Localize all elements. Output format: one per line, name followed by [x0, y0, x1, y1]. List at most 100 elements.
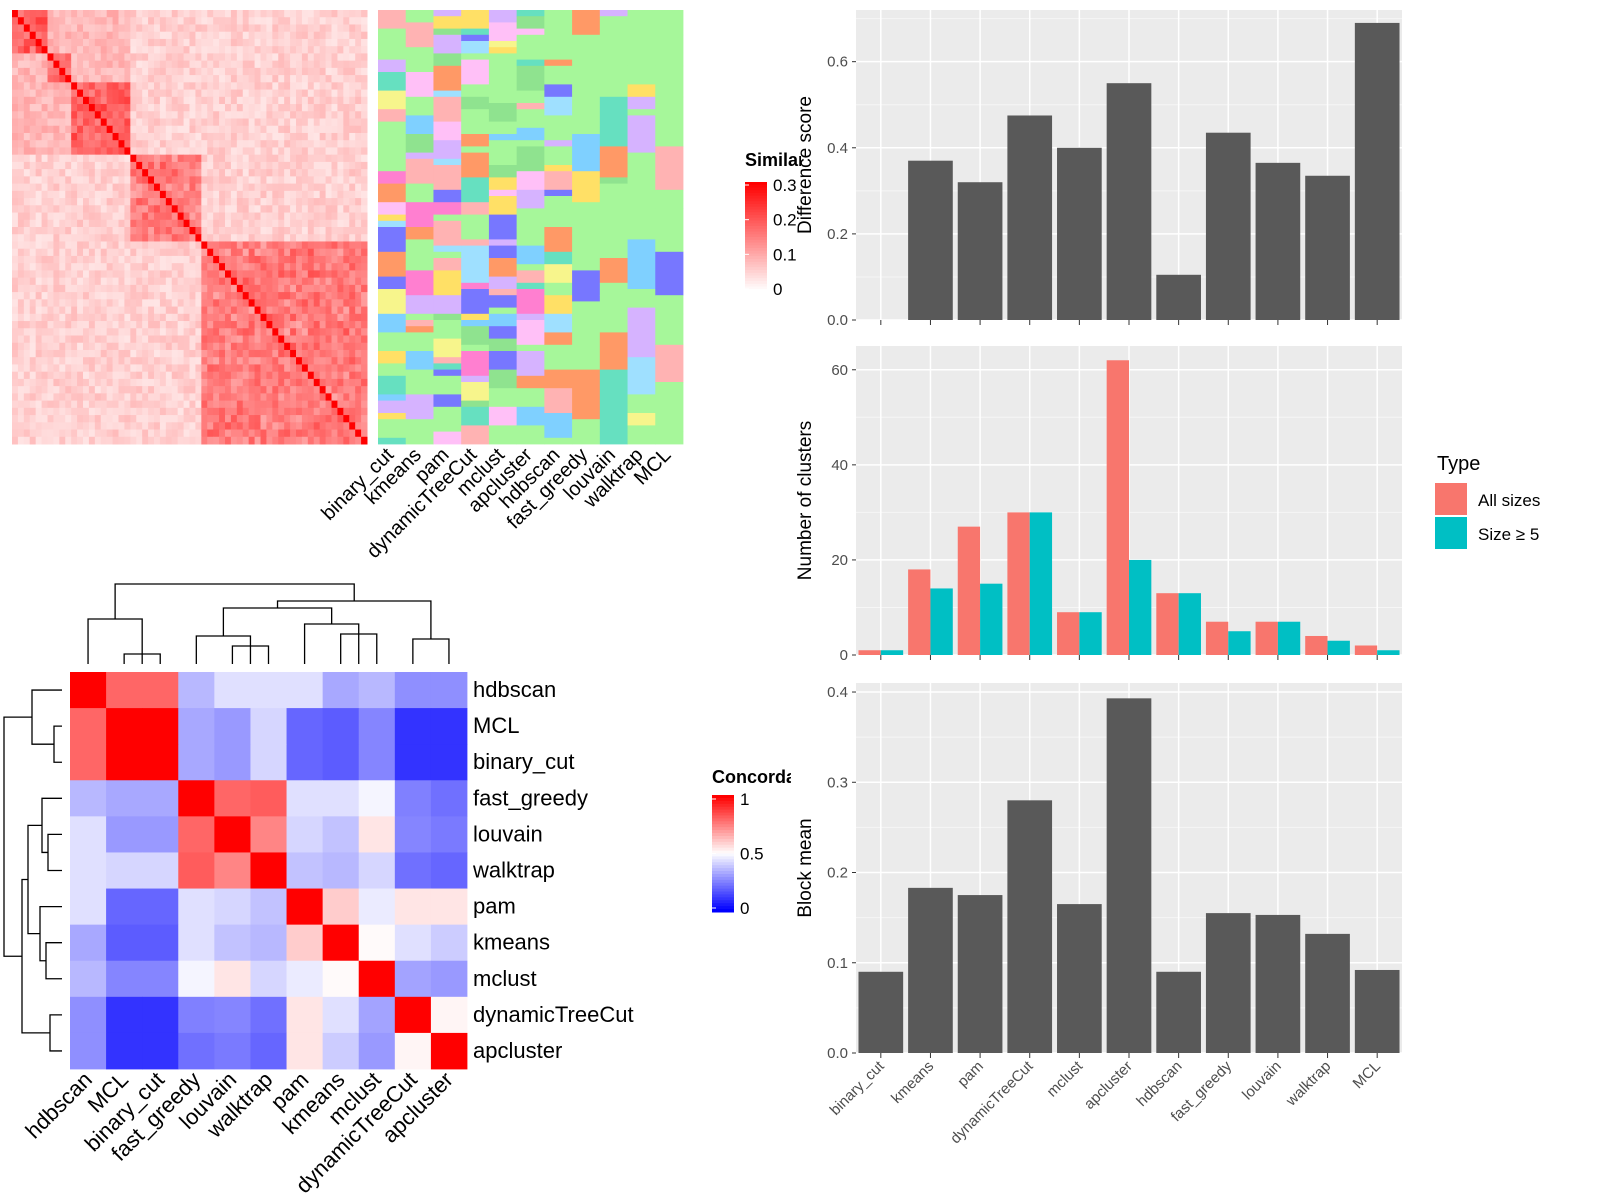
- similarity-cell: [53, 241, 60, 250]
- similarity-cell: [35, 306, 43, 315]
- similarity-cell: [296, 67, 303, 76]
- assignment-block: [544, 227, 573, 253]
- similarity-cell: [83, 270, 90, 279]
- similarity-cell: [100, 125, 108, 134]
- concordance-legend-gradient: [712, 882, 734, 887]
- similarity-cell: [242, 176, 250, 185]
- similarity-cell: [130, 132, 137, 141]
- similarity-cell: [47, 429, 54, 438]
- similarity-cell: [124, 436, 131, 445]
- similarity-cell: [65, 436, 72, 445]
- similarity-cell: [242, 219, 250, 228]
- similarity-cell: [154, 277, 161, 286]
- similarity-cell: [65, 67, 72, 76]
- similarity-cell: [106, 125, 114, 134]
- similarity-cell: [159, 176, 167, 185]
- similarity-cell: [53, 169, 60, 177]
- similarity-cell: [53, 270, 60, 279]
- similarity-cell: [148, 349, 155, 358]
- similarity-cell: [83, 255, 90, 264]
- similarity-cell: [148, 147, 155, 156]
- similarity-cell: [124, 299, 131, 308]
- similarity-cell: [12, 89, 19, 98]
- similarity-cell: [77, 263, 84, 271]
- similarity-cell: [148, 321, 155, 329]
- similarity-cell: [325, 299, 332, 308]
- similarity-cell: [106, 328, 114, 336]
- similarity-cell: [319, 378, 327, 387]
- assignment-block: [627, 239, 656, 290]
- similarity-cell: [254, 205, 261, 214]
- bar: [1007, 800, 1053, 1053]
- similarity-cell: [94, 89, 102, 98]
- assignment-block: [516, 65, 545, 91]
- similarity-cell: [337, 154, 344, 163]
- similarity-cell: [136, 176, 143, 185]
- similarity-cell: [266, 234, 273, 242]
- similarity-cell: [17, 371, 25, 380]
- similarity-cell: [88, 212, 96, 221]
- similarity-cell: [230, 147, 238, 156]
- assignment-block: [378, 400, 407, 414]
- similarity-cell: [290, 415, 297, 423]
- similarity-cell: [112, 284, 119, 293]
- similarity-cell: [171, 400, 179, 409]
- similarity-cell: [307, 371, 315, 380]
- similarity-cell: [254, 241, 261, 250]
- similarity-cell: [313, 147, 321, 156]
- similarity-cell: [325, 60, 332, 69]
- concordance-cell: [142, 960, 179, 998]
- similarity-cell: [165, 422, 173, 431]
- similarity-cell: [248, 364, 256, 373]
- similarity-cell: [136, 24, 143, 33]
- similarity-cell: [53, 407, 60, 416]
- similarity-cell: [77, 328, 84, 336]
- similarity-cell: [343, 67, 350, 76]
- similarity-cell: [272, 263, 279, 271]
- similarity-cell: [266, 422, 273, 431]
- concordance-legend-gradient: [712, 844, 734, 849]
- similarity-cell: [307, 393, 315, 402]
- similarity-cell: [77, 306, 84, 315]
- similarity-cell: [130, 183, 137, 192]
- similarity-cell: [118, 125, 125, 134]
- concordance-cell: [286, 780, 324, 817]
- similarity-cell: [88, 96, 96, 105]
- similarity-cell: [77, 75, 84, 83]
- similarity-cell: [112, 386, 119, 394]
- similarity-cell: [94, 429, 102, 438]
- similarity-cell: [183, 96, 190, 105]
- similarity-cell: [307, 161, 315, 170]
- similarity-cell: [130, 147, 137, 156]
- similarity-cell: [59, 407, 66, 416]
- similarity-cell: [88, 89, 96, 98]
- assignment-block: [627, 394, 656, 414]
- similarity-cell: [325, 371, 332, 380]
- similarity-cell: [41, 82, 48, 91]
- similarity-cell: [343, 342, 350, 351]
- similarity-cell: [313, 96, 321, 105]
- similarity-cell: [94, 306, 102, 315]
- similarity-cell: [23, 386, 31, 394]
- similarity-cell: [100, 219, 108, 228]
- similarity-cell: [195, 24, 202, 33]
- similarity-cell: [225, 349, 232, 358]
- similarity-cell: [159, 147, 167, 156]
- similarity-cell: [12, 321, 19, 329]
- similarity-cell: [35, 104, 43, 112]
- similarity-cell: [35, 96, 43, 105]
- similarity-cell: [118, 292, 125, 300]
- similarity-cell: [159, 342, 167, 351]
- concordance-cell: [430, 780, 468, 817]
- similarity-cell: [41, 400, 48, 409]
- similarity-cell: [213, 82, 220, 91]
- similarity-cell: [47, 415, 54, 423]
- similarity-cell: [349, 31, 356, 40]
- assignment-block: [433, 313, 462, 321]
- similarity-cell: [77, 147, 84, 156]
- similarity-cell: [195, 38, 202, 47]
- assignment-block: [461, 320, 490, 327]
- similarity-cell: [355, 378, 362, 387]
- similarity-cell: [112, 436, 119, 445]
- similarity-cell: [319, 118, 327, 127]
